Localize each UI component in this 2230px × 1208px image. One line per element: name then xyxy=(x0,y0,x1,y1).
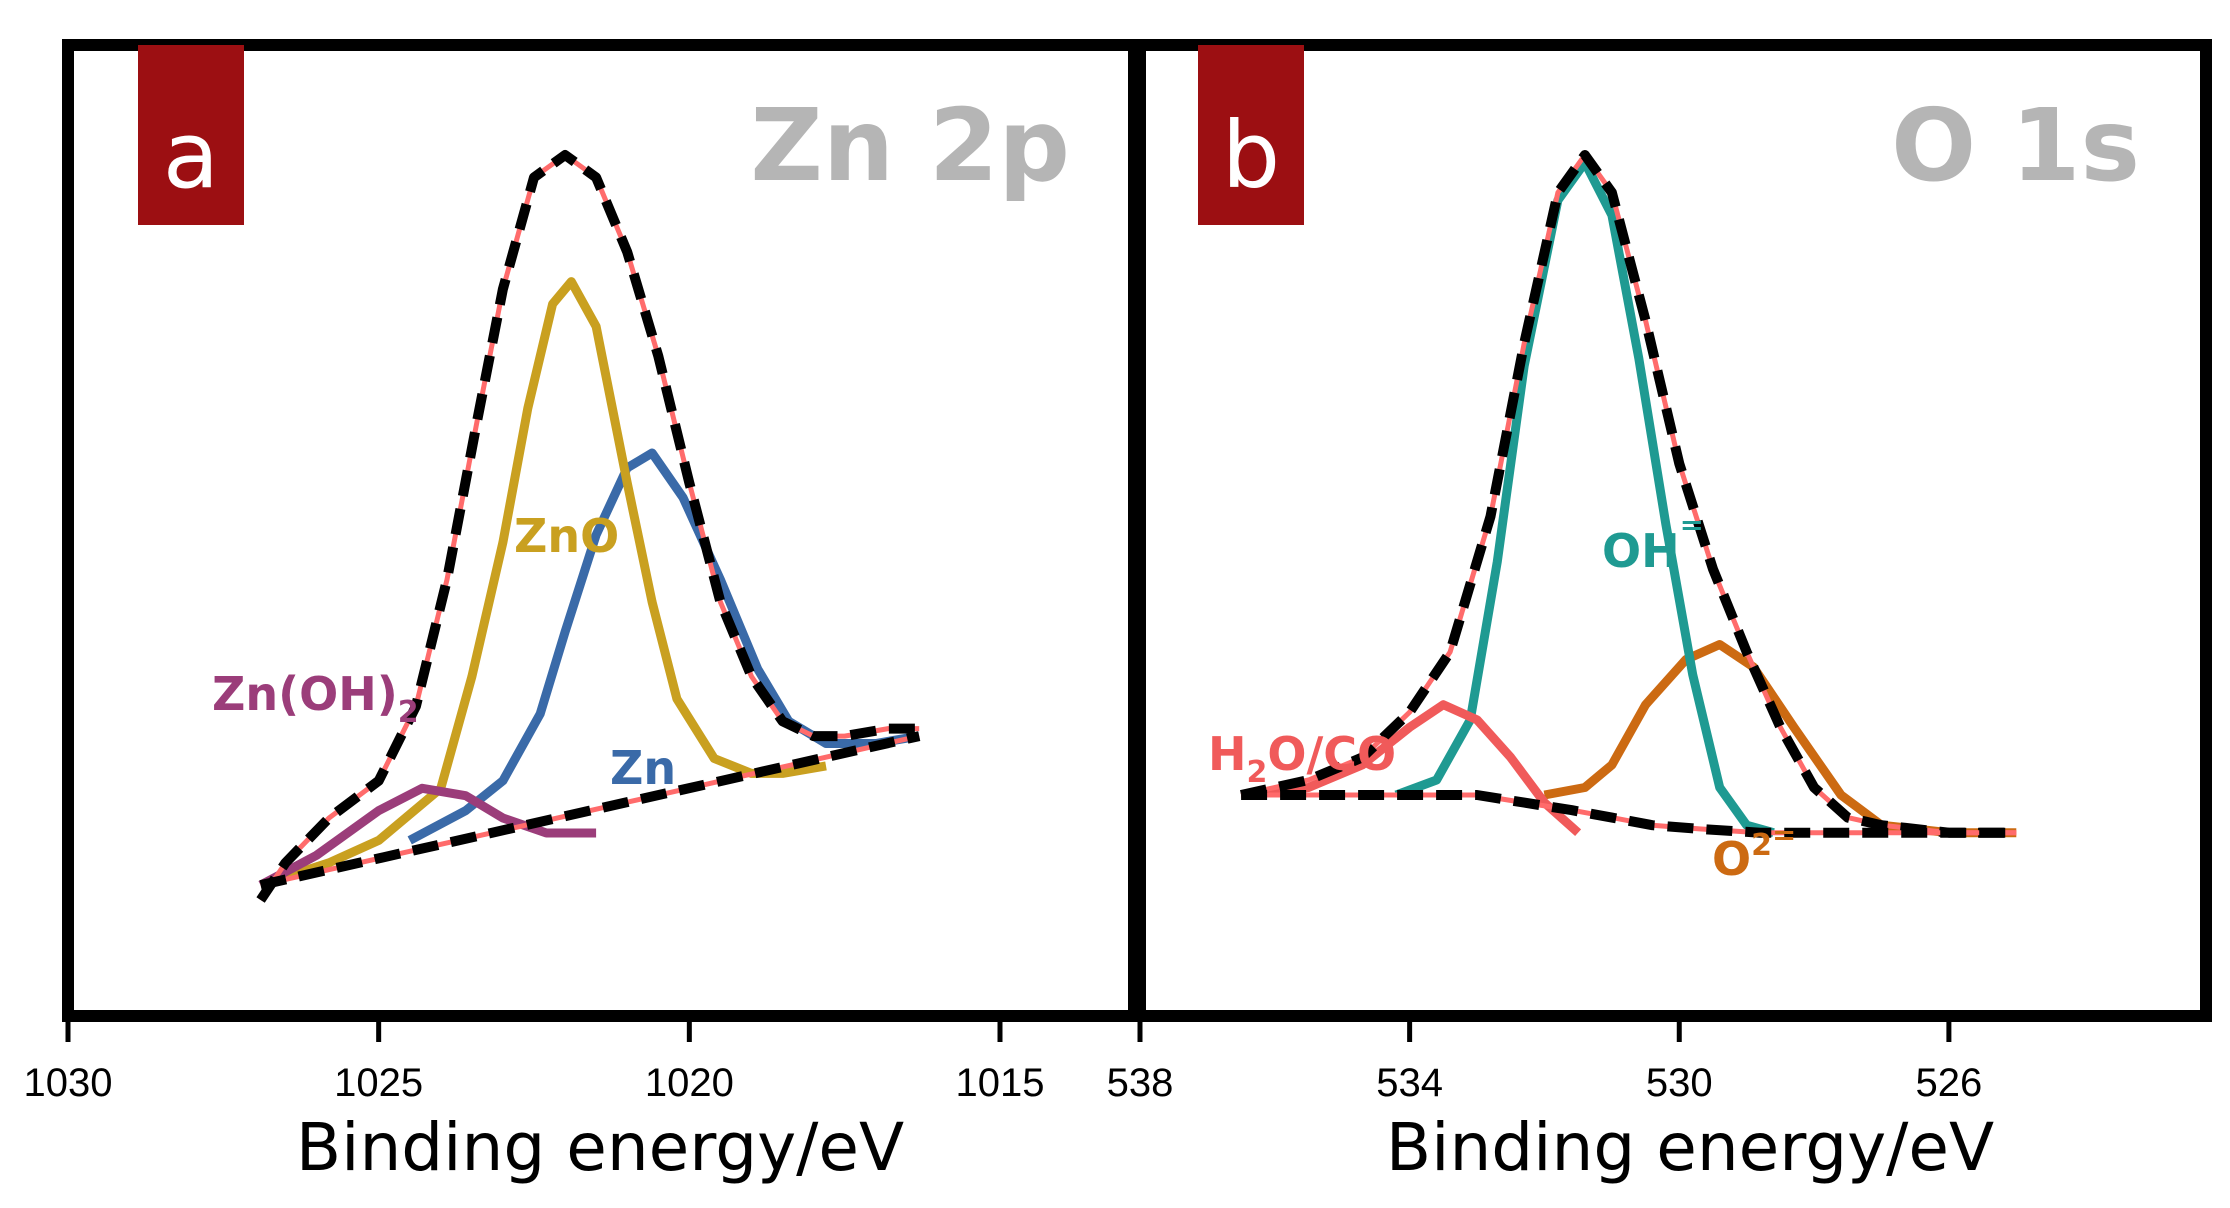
panel-b-tick-label-534: 534 xyxy=(1376,1061,1443,1105)
panel-b-tick-label-538: 538 xyxy=(1107,1061,1174,1105)
panel-a-x-axis-label: Binding energy/eV xyxy=(296,1109,904,1186)
label-zn-oh2: Zn(OH)2 xyxy=(212,667,419,730)
panel-b-element-title: O 1s xyxy=(1891,87,2140,204)
panel-b-x-axis-label: Binding energy/eV xyxy=(1386,1109,1994,1186)
panel-a-tick-label-1025: 1025 xyxy=(334,1061,423,1105)
panel-b-o1s: b O 1s 538 534 530 526 Binding energy/eV H2… xyxy=(1107,39,2212,1186)
label-o2: O2⁼ xyxy=(1712,816,1796,886)
panel-a-plot xyxy=(256,150,921,903)
panel-a-tick-label-1015: 1015 xyxy=(956,1061,1045,1105)
panel-b-x-ticks: 538 534 530 526 xyxy=(1107,1016,1983,1105)
panel-a-envelope-3-line xyxy=(256,150,920,903)
panel-a-element-title: Zn 2p xyxy=(750,87,1070,204)
panel-a-zno-1-line xyxy=(259,277,827,890)
label-oh: OH⁼ xyxy=(1602,506,1704,578)
panel-a-x-ticks: 1030 1025 1020 1015 xyxy=(24,1016,1045,1105)
panel-b-frame xyxy=(1134,39,2212,1022)
panel-b-plot xyxy=(1240,150,2017,838)
panel-a-label: a xyxy=(163,102,219,209)
panel-b-badge xyxy=(1198,45,1304,225)
panel-b-oh-1-line xyxy=(1394,158,1775,838)
panel-b-envelope-3-line xyxy=(1240,150,2017,838)
label-zn: Zn xyxy=(610,741,676,795)
panel-a-zn-oh-0-line xyxy=(258,783,597,890)
panel-a-background-4-line xyxy=(259,731,921,890)
panel-b-tick-label-526: 526 xyxy=(1916,1061,1983,1105)
panel-a-badge xyxy=(138,45,244,225)
panel-a-tick-label-1020: 1020 xyxy=(645,1061,734,1105)
panel-b-ho-co-0-line xyxy=(1240,700,1582,837)
panel-b-o-2-line xyxy=(1543,640,2017,838)
panel-b-label: b xyxy=(1222,102,1280,209)
label-zno: ZnO xyxy=(514,509,619,563)
panel-a-tick-label-1030: 1030 xyxy=(24,1061,113,1105)
panel-a-zn2p: a Zn 2p 1030 1025 1020 1015 Binding energy/… xyxy=(24,39,1140,1186)
label-h2o-co: H2O/CO xyxy=(1208,727,1396,790)
panel-b-background-4-line xyxy=(1241,790,2017,838)
panel-b-tick-label-530: 530 xyxy=(1646,1061,1713,1105)
